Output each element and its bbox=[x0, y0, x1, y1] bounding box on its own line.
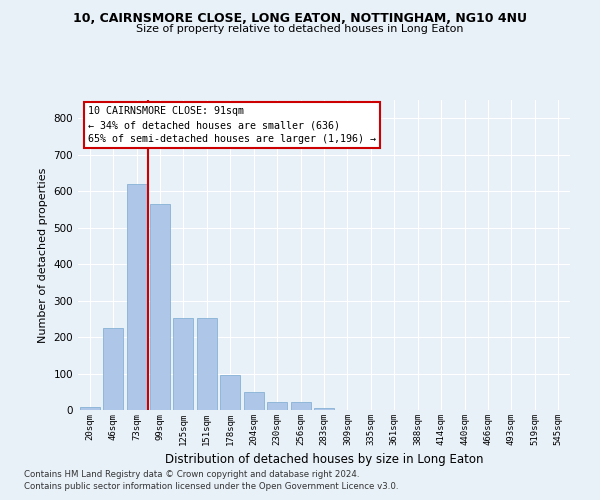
Bar bbox=[103, 328, 123, 410]
Text: Contains HM Land Registry data © Crown copyright and database right 2024.: Contains HM Land Registry data © Crown c… bbox=[24, 470, 359, 479]
Text: Size of property relative to detached houses in Long Eaton: Size of property relative to detached ho… bbox=[136, 24, 464, 34]
Bar bbox=[150, 204, 170, 410]
Bar bbox=[244, 392, 263, 410]
Bar bbox=[80, 407, 100, 410]
Bar bbox=[267, 402, 287, 410]
Text: 10, CAIRNSMORE CLOSE, LONG EATON, NOTTINGHAM, NG10 4NU: 10, CAIRNSMORE CLOSE, LONG EATON, NOTTIN… bbox=[73, 12, 527, 26]
Bar bbox=[173, 318, 193, 410]
Bar bbox=[127, 184, 146, 410]
Bar bbox=[197, 318, 217, 410]
Bar bbox=[314, 408, 334, 410]
Bar bbox=[290, 402, 311, 410]
X-axis label: Distribution of detached houses by size in Long Eaton: Distribution of detached houses by size … bbox=[165, 454, 483, 466]
Y-axis label: Number of detached properties: Number of detached properties bbox=[38, 168, 48, 342]
Text: 10 CAIRNSMORE CLOSE: 91sqm
← 34% of detached houses are smaller (636)
65% of sem: 10 CAIRNSMORE CLOSE: 91sqm ← 34% of deta… bbox=[88, 106, 376, 144]
Text: Contains public sector information licensed under the Open Government Licence v3: Contains public sector information licen… bbox=[24, 482, 398, 491]
Bar bbox=[220, 376, 240, 410]
